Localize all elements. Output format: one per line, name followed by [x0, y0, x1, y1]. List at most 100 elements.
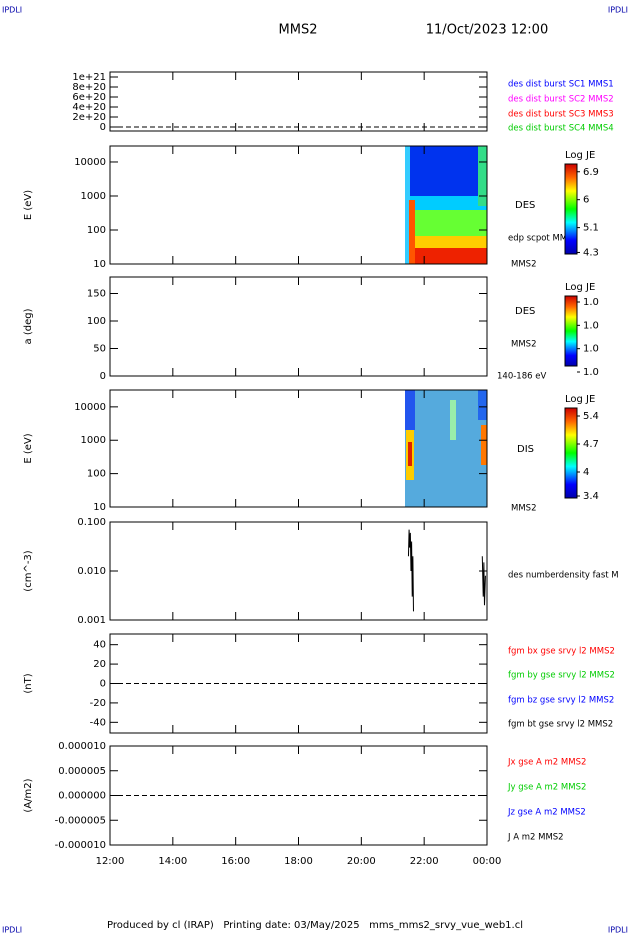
colorbar-tick-label: 4.3 [583, 247, 599, 258]
colorbar-tick-label: 6.9 [583, 167, 599, 178]
colorbar-tick-label: 5.4 [583, 411, 599, 422]
spectrogram-cell [405, 390, 415, 430]
y-tick-label: 0.100 [77, 517, 106, 528]
spectrogram-cell [405, 146, 487, 196]
title: MMS2 [279, 23, 318, 38]
colorbar-tick-label: 1.0 [583, 320, 599, 331]
y-tick-label: 10000 [74, 157, 106, 168]
x-tick-label: 14:00 [158, 856, 187, 867]
y-axis-label: (cm^-3) [23, 550, 34, 591]
legend-label: Jy gse A m2 MMS2 [507, 783, 586, 793]
x-tick-label: 00:00 [473, 856, 502, 867]
colorbar [564, 163, 578, 255]
legend-label: des dist burst SC3 MMS3 [508, 110, 614, 120]
colorbar-tick-label: 5.1 [583, 223, 599, 234]
y-tick-label: -20 [90, 698, 106, 709]
legend-label: des dist burst SC1 MMS1 [508, 80, 614, 90]
y-tick-label: -0.000005 [55, 815, 106, 826]
colorbar-title: Log JE [565, 282, 595, 293]
spectrogram-cell [409, 200, 415, 264]
y-tick-label: 0.000005 [58, 766, 106, 777]
colorbar-tick-label: 1.0 [583, 297, 599, 308]
y-axis-label: E (eV) [23, 190, 34, 220]
colorbar-tick-label: 3.4 [583, 491, 599, 502]
legend-label: des numberdensity fast M [508, 571, 619, 581]
y-axis-label: a (deg) [23, 308, 34, 344]
legend-label: des dist burst SC4 MMS4 [508, 124, 614, 134]
y-tick-label: 10000 [74, 402, 106, 413]
legend-label: fgm bx gse srvy l2 MMS2 [508, 647, 615, 657]
panel-frame [109, 276, 488, 377]
spectrogram-cell [405, 236, 487, 248]
y-tick-label: -40 [90, 717, 106, 728]
colorbar [564, 407, 578, 499]
colorbar-tick-label: 1.0 [583, 344, 599, 355]
y-tick-label: 10 [93, 502, 106, 513]
colorbar-tick-label: 4 [583, 467, 589, 478]
date: 11/Oct/2023 12:00 [426, 23, 548, 38]
spectrogram-cell [405, 390, 487, 507]
x-tick-label: 16:00 [221, 856, 250, 867]
y-axis-label: E (eV) [23, 433, 34, 463]
y-tick-label: 1000 [81, 191, 106, 202]
y-tick-label: 100 [87, 225, 106, 236]
colorbar-tick-label: 4.7 [583, 439, 599, 450]
y-tick-label: 40 [93, 640, 106, 651]
colorbar-title: Log JE [565, 150, 595, 161]
colorbar-tick-label: 1.0 [583, 367, 599, 378]
legend-label: fgm bz gse srvy l2 MMS2 [508, 696, 614, 706]
y-tick-label: 0.000010 [58, 741, 106, 752]
x-tick-label: 22:00 [410, 856, 439, 867]
data-line [407, 529, 486, 612]
y-tick-label: 100 [87, 469, 106, 480]
y-tick-label: 0 [100, 122, 106, 133]
legend-label: Jz gse A m2 MMS2 [507, 808, 586, 818]
side-label: DIS [517, 444, 534, 455]
spectrogram-cell [408, 442, 412, 466]
y-tick-label: 2e+20 [72, 112, 106, 123]
y-tick-label: 1e+21 [72, 72, 106, 83]
spectrogram-cell [481, 425, 487, 465]
y-tick-label: 0.000000 [58, 791, 106, 802]
legend-label: J A m2 MMS2 [507, 833, 564, 843]
side-label: DES [515, 200, 535, 211]
spectrogram-cell [405, 248, 487, 264]
y-tick-label: 8e+20 [72, 82, 106, 93]
corner-label: IPDLI [608, 6, 628, 15]
y-tick-label: 6e+20 [72, 92, 106, 103]
corner-label: IPDLI [2, 6, 22, 15]
y-tick-label: 1000 [81, 435, 106, 446]
spectrogram-cell [450, 400, 456, 440]
y-tick-label: 100 [87, 316, 106, 327]
corner-label: IPDLI [608, 926, 628, 934]
spectrogram-cell [478, 146, 487, 206]
side-label: DES [515, 306, 535, 317]
footer: Produced by cl (IRAP) Printing date: 03/… [107, 920, 523, 931]
y-axis-label: (A/m2) [23, 778, 34, 812]
y-tick-label: 0 [100, 679, 106, 690]
spectrogram-cell [405, 210, 487, 236]
corner-label: IPDLI [2, 926, 22, 934]
side-label: MMS2 [511, 260, 536, 270]
side-label: 140-186 eV [497, 372, 546, 382]
side-label: MMS2 [511, 340, 536, 350]
spectrogram-cell [478, 390, 487, 420]
y-tick-label: 0.001 [77, 615, 106, 626]
colorbar-tick-label: 6 [583, 195, 589, 206]
x-tick-label: 12:00 [96, 856, 125, 867]
spectrogram-cell [405, 146, 410, 264]
legend-label: fgm bt gse srvy l2 MMS2 [508, 720, 613, 730]
y-tick-label: 150 [87, 289, 106, 300]
y-tick-label: 50 [93, 344, 106, 355]
side-label: edp scpot MMS2 [508, 234, 578, 244]
panel-frame [109, 71, 488, 132]
y-tick-label: 0 [100, 371, 106, 382]
legend-label: des dist burst SC2 MMS2 [508, 95, 614, 105]
x-tick-label: 18:00 [284, 856, 313, 867]
colorbar-title: Log JE [565, 394, 595, 405]
y-tick-label: 10 [93, 259, 106, 270]
spectrogram-cell [405, 196, 487, 210]
y-tick-label: 20 [93, 659, 106, 670]
panel-frame [109, 521, 488, 621]
